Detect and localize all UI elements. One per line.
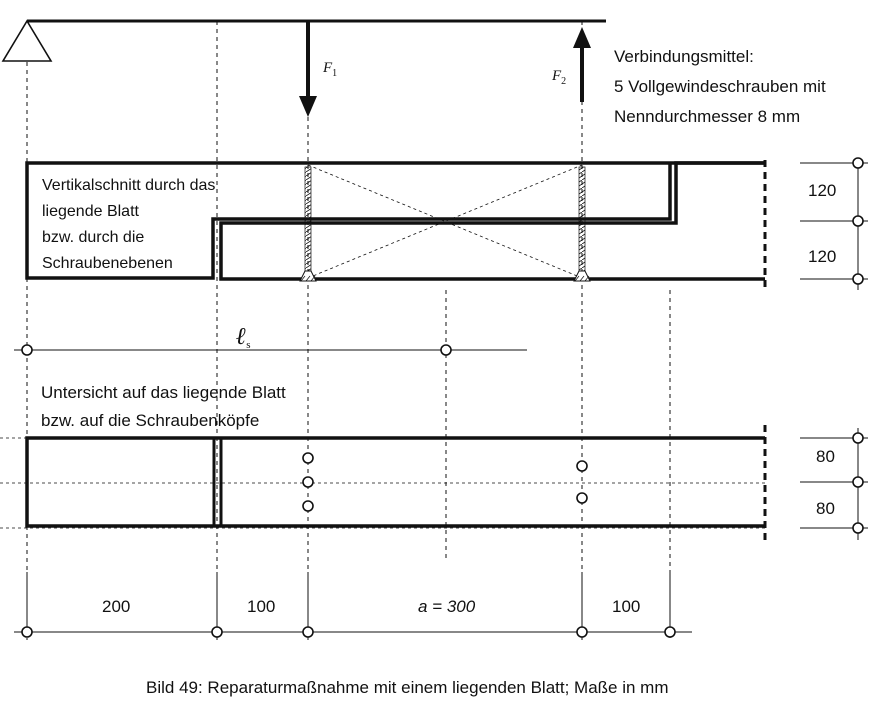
width-upper-label: 80 xyxy=(816,447,835,466)
section-label-line2: liegende Blatt xyxy=(42,203,140,220)
bottom-view xyxy=(25,425,767,545)
screw-length-label: ℓs xyxy=(236,324,251,351)
view-label-line2: bzw. auf die Schraubenköpfe xyxy=(41,411,259,430)
span-200-label: 200 xyxy=(102,597,130,616)
section-label-line4: Schraubenebenen xyxy=(42,255,173,272)
span-a-label: a = 300 xyxy=(418,597,476,616)
screw-left xyxy=(299,166,317,282)
width-lower-label: 80 xyxy=(816,499,835,518)
span-100-right-label: 100 xyxy=(612,597,640,616)
section-label-line3: bzw. durch die xyxy=(42,229,144,246)
width-dimension-chain xyxy=(800,428,868,540)
height-lower-label: 120 xyxy=(808,247,836,266)
section-label-line1: Vertikalschnitt durch das xyxy=(42,177,215,194)
connector-title: Verbindungsmittel: xyxy=(614,47,754,66)
force1-label: F1 xyxy=(322,60,337,79)
span-100-left-label: 100 xyxy=(247,597,275,616)
force-arrow-f2 xyxy=(573,27,591,102)
screw-length-dimension xyxy=(14,344,527,356)
horizontal-dimension-chain xyxy=(14,572,692,638)
figure-caption: Bild 49: Reparaturmaßnahme mit einem lie… xyxy=(146,678,669,697)
force-arrow-f1 xyxy=(299,22,317,117)
height-dimension-chain xyxy=(800,157,868,290)
connector-line2: 5 Vollgewindeschrauben mit xyxy=(614,77,826,96)
force2-label: F2 xyxy=(551,68,566,87)
view-label-line1: Untersicht auf das liegende Blatt xyxy=(41,383,286,402)
height-upper-label: 120 xyxy=(808,181,836,200)
screw-right xyxy=(573,166,591,282)
support-triangle xyxy=(1,19,53,62)
connector-line3: Nenndurchmesser 8 mm xyxy=(614,107,800,126)
screw-heads xyxy=(302,452,588,512)
